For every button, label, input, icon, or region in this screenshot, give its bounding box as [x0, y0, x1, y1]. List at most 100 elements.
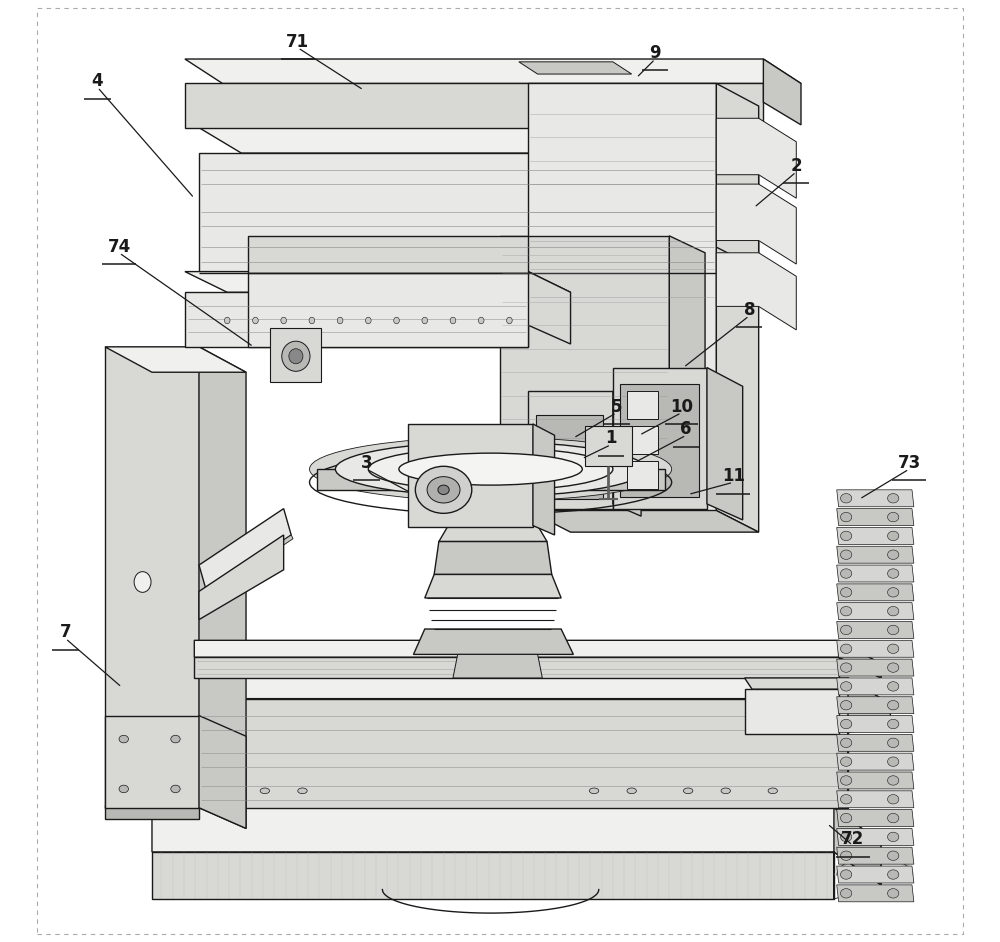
Polygon shape: [199, 699, 848, 807]
Text: 11: 11: [722, 467, 745, 485]
Polygon shape: [707, 367, 743, 520]
Text: 7: 7: [60, 624, 71, 642]
Polygon shape: [837, 622, 914, 639]
Ellipse shape: [841, 888, 852, 898]
Polygon shape: [248, 273, 528, 347]
Ellipse shape: [841, 569, 852, 578]
Polygon shape: [199, 153, 716, 273]
Ellipse shape: [888, 851, 899, 860]
Polygon shape: [839, 641, 881, 678]
Ellipse shape: [841, 776, 852, 786]
Polygon shape: [536, 414, 603, 499]
Ellipse shape: [888, 550, 899, 560]
Polygon shape: [745, 690, 839, 735]
Polygon shape: [105, 804, 199, 819]
Ellipse shape: [841, 869, 852, 879]
Polygon shape: [185, 271, 571, 292]
Polygon shape: [837, 490, 914, 507]
Ellipse shape: [298, 788, 307, 793]
Ellipse shape: [627, 788, 636, 793]
Ellipse shape: [888, 794, 899, 804]
Ellipse shape: [888, 644, 899, 654]
Polygon shape: [207, 535, 293, 595]
Ellipse shape: [119, 786, 128, 792]
Text: 73: 73: [898, 454, 921, 472]
Ellipse shape: [841, 720, 852, 729]
Polygon shape: [434, 542, 552, 575]
Ellipse shape: [589, 788, 599, 793]
Ellipse shape: [888, 776, 899, 786]
Ellipse shape: [309, 317, 315, 324]
Text: 1: 1: [605, 430, 617, 447]
Ellipse shape: [888, 720, 899, 729]
Ellipse shape: [281, 317, 286, 324]
Ellipse shape: [253, 317, 258, 324]
Ellipse shape: [841, 644, 852, 654]
Ellipse shape: [888, 739, 899, 748]
Ellipse shape: [365, 317, 371, 324]
Ellipse shape: [399, 453, 582, 485]
Polygon shape: [613, 367, 707, 509]
Ellipse shape: [841, 625, 852, 635]
Ellipse shape: [422, 317, 428, 324]
Polygon shape: [199, 128, 759, 153]
Polygon shape: [453, 655, 542, 678]
Polygon shape: [837, 509, 914, 526]
Text: 3: 3: [361, 454, 372, 472]
Text: 5: 5: [611, 398, 622, 415]
Polygon shape: [185, 292, 528, 347]
Polygon shape: [194, 658, 839, 678]
Ellipse shape: [888, 531, 899, 541]
Ellipse shape: [841, 494, 852, 503]
Ellipse shape: [841, 813, 852, 822]
Ellipse shape: [841, 757, 852, 767]
Polygon shape: [837, 735, 914, 752]
Ellipse shape: [260, 788, 270, 793]
Polygon shape: [105, 347, 246, 372]
Polygon shape: [837, 790, 914, 807]
Ellipse shape: [171, 786, 180, 792]
Polygon shape: [185, 84, 763, 128]
Ellipse shape: [888, 701, 899, 710]
Polygon shape: [413, 629, 573, 655]
Polygon shape: [194, 641, 881, 678]
Ellipse shape: [282, 341, 310, 371]
Polygon shape: [716, 84, 759, 532]
Polygon shape: [533, 424, 555, 535]
Ellipse shape: [888, 682, 899, 691]
Ellipse shape: [507, 317, 512, 324]
Ellipse shape: [888, 569, 899, 578]
Ellipse shape: [415, 466, 472, 513]
Ellipse shape: [888, 869, 899, 879]
Polygon shape: [270, 328, 321, 382]
Ellipse shape: [841, 794, 852, 804]
Ellipse shape: [888, 494, 899, 503]
Ellipse shape: [841, 682, 852, 691]
Ellipse shape: [841, 832, 852, 841]
Polygon shape: [837, 641, 914, 658]
Polygon shape: [716, 184, 796, 264]
Ellipse shape: [310, 437, 672, 501]
Ellipse shape: [888, 588, 899, 597]
Polygon shape: [837, 716, 914, 733]
Polygon shape: [837, 678, 914, 695]
Polygon shape: [837, 885, 914, 901]
Ellipse shape: [450, 317, 456, 324]
Polygon shape: [837, 528, 914, 544]
Text: 9: 9: [649, 44, 661, 62]
Polygon shape: [199, 678, 890, 723]
Ellipse shape: [335, 442, 646, 496]
Polygon shape: [199, 347, 246, 828]
Polygon shape: [500, 236, 669, 452]
Text: 6: 6: [680, 420, 692, 438]
Polygon shape: [105, 347, 199, 807]
Text: 4: 4: [92, 72, 103, 90]
Polygon shape: [627, 426, 658, 454]
Ellipse shape: [171, 736, 180, 743]
Polygon shape: [627, 391, 658, 419]
Ellipse shape: [683, 788, 693, 793]
Ellipse shape: [888, 832, 899, 841]
Polygon shape: [105, 716, 199, 807]
Polygon shape: [763, 59, 801, 125]
Polygon shape: [837, 546, 914, 563]
